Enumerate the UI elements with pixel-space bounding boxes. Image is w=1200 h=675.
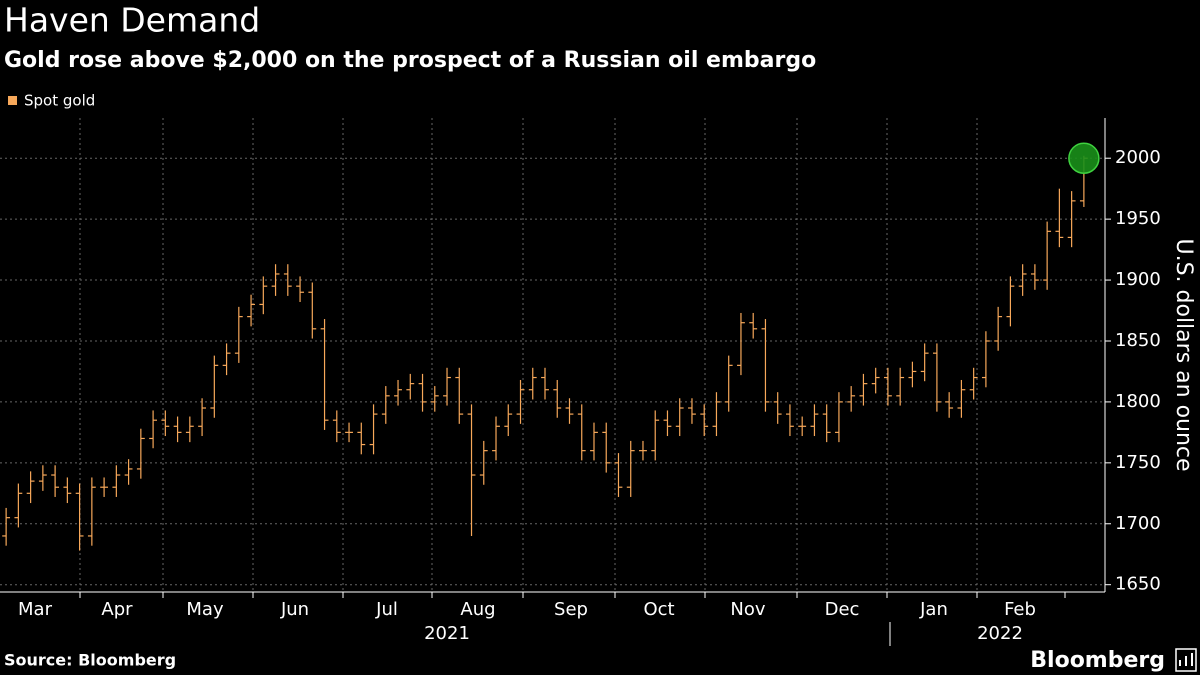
x-tick-label: Jan <box>919 599 948 620</box>
x-tick-label: Nov <box>730 599 765 620</box>
x-tick-label: Apr <box>101 599 133 620</box>
x-tick-label: Mar <box>18 599 53 620</box>
chart-subtitle: Gold rose above $2,000 on the prospect o… <box>4 48 816 73</box>
y-tick-label: 1900 <box>1115 269 1161 290</box>
brand-icon <box>1175 648 1197 672</box>
x-tick-label: Dec <box>825 599 860 620</box>
legend-label: Spot gold <box>24 92 95 110</box>
x-tick-label: Jul <box>375 599 398 620</box>
x-tick-label: Oct <box>643 599 674 620</box>
x-tick-label: Feb <box>1004 599 1036 620</box>
y-tick-label: 1800 <box>1115 391 1161 412</box>
brand: Bloomberg <box>1030 648 1165 673</box>
source: Source: Bloomberg <box>4 651 176 670</box>
highlight-marker <box>1068 142 1100 174</box>
y-tick-label: 2000 <box>1115 147 1161 168</box>
x-tick-label: May <box>186 599 224 620</box>
y-tick-label: 1750 <box>1115 452 1161 473</box>
x-tick-label: Aug <box>460 599 495 620</box>
y-tick-label: 1850 <box>1115 330 1161 351</box>
chart-title: Haven Demand <box>4 1 260 40</box>
y-tick-label: 1650 <box>1115 574 1161 595</box>
x-tick-label: Jun <box>280 599 309 620</box>
y-tick-label: 1700 <box>1115 513 1161 534</box>
year-label: 2021 <box>424 623 470 644</box>
y-axis-label: U.S. dollars an ounce <box>1171 238 1196 471</box>
x-tick-label: Sep <box>554 599 588 620</box>
year-label: 2022 <box>977 623 1023 644</box>
y-tick-label: 1950 <box>1115 208 1161 229</box>
legend-swatch <box>8 96 17 105</box>
